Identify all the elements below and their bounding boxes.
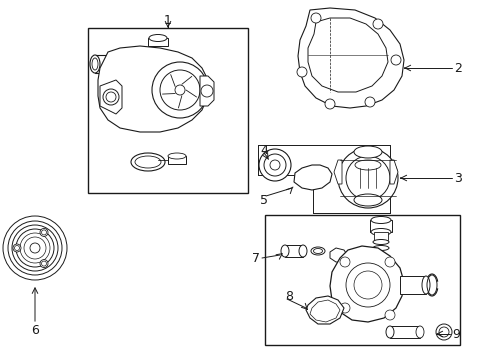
Circle shape [40,260,48,267]
Ellipse shape [353,146,381,158]
Ellipse shape [313,248,322,253]
Polygon shape [95,55,118,73]
Ellipse shape [415,326,423,338]
Ellipse shape [353,194,381,206]
Polygon shape [98,46,207,132]
Text: 6: 6 [31,324,39,337]
Circle shape [259,149,290,181]
Circle shape [269,160,280,170]
Ellipse shape [131,153,164,171]
Ellipse shape [354,160,380,170]
Ellipse shape [281,245,288,257]
Circle shape [160,70,200,110]
Ellipse shape [149,35,167,41]
Circle shape [337,148,397,208]
Bar [168,156,185,164]
Circle shape [346,156,389,200]
Circle shape [103,89,119,105]
Circle shape [41,261,46,266]
Circle shape [106,92,116,102]
Bar [88,28,247,193]
Circle shape [390,55,400,65]
Polygon shape [333,160,341,184]
Polygon shape [100,80,122,114]
Bar [285,245,303,257]
Circle shape [339,303,349,313]
Circle shape [41,230,46,235]
Bar [264,215,459,345]
Bar [389,326,419,338]
Circle shape [339,257,349,267]
Circle shape [372,19,382,29]
Circle shape [201,85,213,97]
Polygon shape [329,246,403,322]
Circle shape [325,99,334,109]
Circle shape [384,310,394,320]
Circle shape [30,243,40,253]
Circle shape [400,280,410,290]
Text: 7: 7 [251,252,260,265]
Ellipse shape [370,216,390,224]
Circle shape [175,85,184,95]
Text: 8: 8 [285,289,292,302]
Circle shape [40,228,48,237]
Text: 1: 1 [164,13,172,27]
Text: 4: 4 [260,144,267,157]
Polygon shape [297,8,403,108]
Bar [399,276,425,294]
Bar [373,232,387,240]
Polygon shape [329,248,347,262]
Circle shape [152,62,207,118]
Ellipse shape [298,245,306,257]
Ellipse shape [372,239,388,244]
Circle shape [264,154,285,176]
Text: 9: 9 [451,328,459,341]
Ellipse shape [421,276,429,294]
Ellipse shape [372,246,388,251]
Text: 5: 5 [260,194,267,207]
Ellipse shape [92,58,98,70]
Circle shape [296,67,306,77]
Circle shape [13,244,21,252]
Ellipse shape [370,229,390,235]
Text: 2: 2 [453,62,461,75]
Bar [369,220,391,232]
Ellipse shape [90,55,100,73]
Ellipse shape [310,247,325,255]
Circle shape [310,13,320,23]
Polygon shape [307,18,387,92]
Polygon shape [305,296,343,324]
Polygon shape [389,160,397,184]
Circle shape [384,257,394,267]
Polygon shape [293,165,331,190]
Ellipse shape [135,156,161,168]
Ellipse shape [168,153,185,159]
Polygon shape [309,300,339,322]
Ellipse shape [385,326,393,338]
Text: 3: 3 [453,171,461,184]
Circle shape [15,246,20,251]
Polygon shape [200,76,214,106]
Circle shape [364,97,374,107]
Polygon shape [148,38,168,46]
